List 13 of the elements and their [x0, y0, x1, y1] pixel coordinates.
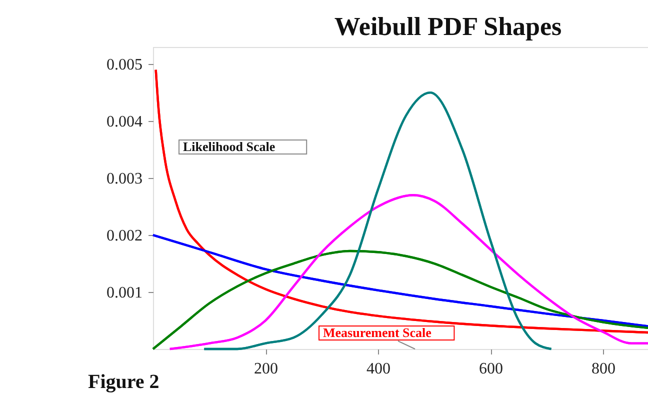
y-tick-label: 0.002 — [106, 228, 142, 245]
caption: Figure 2 — [88, 371, 160, 393]
y-tick-label: 0.001 — [106, 284, 142, 302]
annotation: Likelihood Scale — [183, 139, 276, 154]
x-tick-label: 200 — [254, 360, 278, 378]
y-tick-label: 0.005 — [106, 56, 142, 74]
annotation: Measurement Scale — [323, 325, 432, 340]
y-tick-label: 0.004 — [106, 114, 142, 131]
chart-title: Weibull PDF Shapes — [334, 12, 562, 41]
x-tick-label: 800 — [592, 360, 616, 378]
y-tick-label: 0.003 — [106, 170, 142, 188]
x-tick-label: 400 — [366, 360, 390, 378]
x-tick-label: 600 — [479, 360, 503, 378]
